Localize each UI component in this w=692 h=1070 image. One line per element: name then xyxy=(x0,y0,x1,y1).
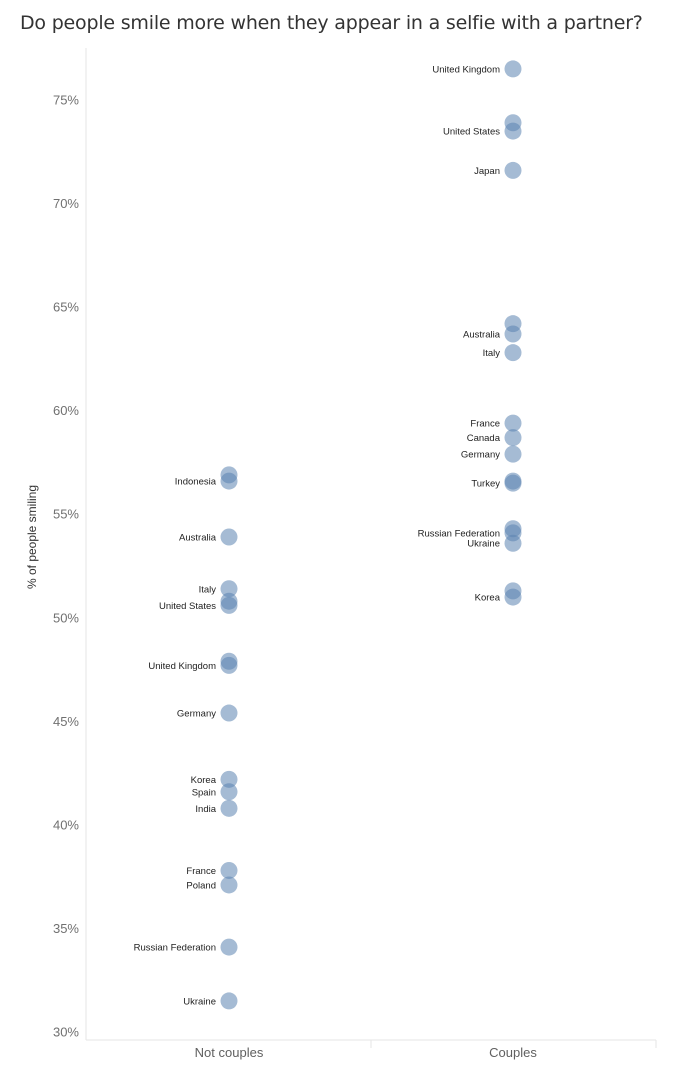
data-point-label: Korea xyxy=(475,593,501,604)
data-point-label: Ukraine xyxy=(183,996,216,1007)
data-point-label: Germany xyxy=(461,450,500,461)
data-point-label: India xyxy=(195,804,216,815)
data-point-label: Canada xyxy=(467,433,501,444)
y-tick-label: 45% xyxy=(53,714,79,729)
data-point[interactable] xyxy=(220,704,238,722)
x-category-label: Not couples xyxy=(195,1045,264,1060)
data-point-label: Turkey xyxy=(471,479,500,490)
data-point-label: Indonesia xyxy=(175,477,217,488)
y-tick-label: 50% xyxy=(53,610,79,625)
data-point[interactable] xyxy=(220,992,238,1010)
chart-title: Do people smile more when they appear in… xyxy=(20,12,643,34)
data-point-label: Korea xyxy=(191,775,217,786)
y-tick-label: 65% xyxy=(53,300,79,315)
data-point-label: Russian Federation xyxy=(418,528,500,539)
data-point[interactable] xyxy=(220,876,238,894)
data-point[interactable] xyxy=(220,596,238,614)
data-point[interactable] xyxy=(220,656,238,674)
data-point[interactable] xyxy=(220,472,238,490)
data-point-label: Russian Federation xyxy=(134,943,216,954)
x-category-label: Couples xyxy=(489,1045,537,1060)
data-point-label: Italy xyxy=(483,348,501,359)
data-point-label: Spain xyxy=(192,787,216,798)
data-point-label: United States xyxy=(159,601,216,612)
y-tick-label: 40% xyxy=(53,817,79,832)
y-tick-label: 30% xyxy=(53,1025,79,1040)
data-point-label: France xyxy=(186,866,216,877)
data-point[interactable] xyxy=(504,122,522,140)
data-point-label: United Kingdom xyxy=(148,661,216,672)
data-point-label: France xyxy=(470,419,500,430)
y-axis-title: % of people smiling xyxy=(25,485,39,589)
data-point-label: Australia xyxy=(463,330,501,341)
data-point[interactable] xyxy=(504,445,522,463)
data-point[interactable] xyxy=(504,429,522,447)
y-tick-label: 75% xyxy=(53,93,79,108)
data-point[interactable] xyxy=(504,60,522,78)
y-tick-label: 55% xyxy=(53,507,79,522)
data-point-label: United States xyxy=(443,127,500,138)
y-tick-label: 60% xyxy=(53,403,79,418)
data-point-label: Germany xyxy=(177,709,216,720)
data-point[interactable] xyxy=(504,161,522,179)
data-point[interactable] xyxy=(504,534,522,552)
data-point[interactable] xyxy=(504,414,522,432)
data-point[interactable] xyxy=(220,783,238,801)
y-tick-label: 70% xyxy=(53,196,79,211)
y-tick-label: 35% xyxy=(53,921,79,936)
data-point-label: United Kingdom xyxy=(432,64,500,75)
data-point-label: Australia xyxy=(179,533,217,544)
data-point[interactable] xyxy=(220,580,238,598)
data-point[interactable] xyxy=(220,938,238,956)
data-point-label: Italy xyxy=(199,584,217,595)
data-point[interactable] xyxy=(220,861,238,879)
data-point[interactable] xyxy=(220,528,238,546)
data-point[interactable] xyxy=(504,588,522,606)
data-point-label: Ukraine xyxy=(467,539,500,550)
data-point[interactable] xyxy=(504,344,522,362)
data-point-label: Japan xyxy=(474,166,500,177)
data-point[interactable] xyxy=(504,325,522,343)
data-point[interactable] xyxy=(220,770,238,788)
data-point-label: Poland xyxy=(186,880,216,891)
data-point[interactable] xyxy=(504,474,522,492)
data-point[interactable] xyxy=(220,799,238,817)
